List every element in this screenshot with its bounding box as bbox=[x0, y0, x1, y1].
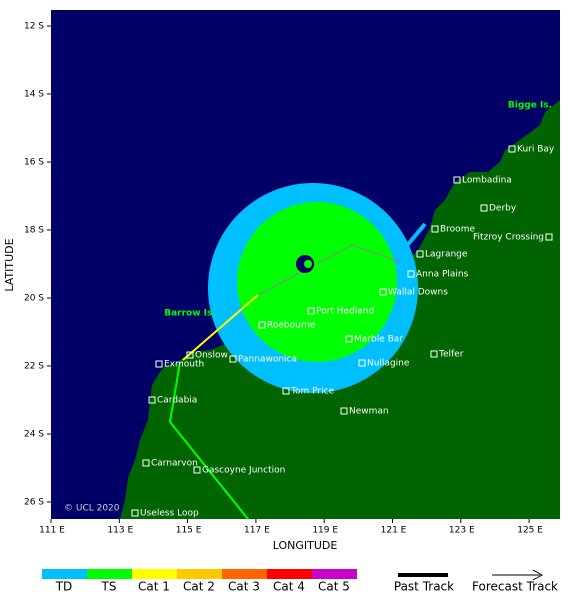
place-marker bbox=[155, 360, 163, 368]
legend-swatch bbox=[177, 569, 222, 579]
place-marker bbox=[379, 288, 387, 296]
place-label: Cardabia bbox=[157, 396, 197, 406]
place-label: Useless Loop bbox=[140, 509, 199, 519]
place-label: Fitzroy Crossing bbox=[473, 233, 544, 243]
y-tick-label: 20 S bbox=[24, 294, 44, 304]
legend-label: TD bbox=[55, 580, 73, 594]
place-label: Pannawonica bbox=[238, 355, 297, 365]
place-marker bbox=[340, 407, 348, 415]
place-label: Gascoyne Junction bbox=[202, 466, 285, 476]
forecast-track-label: Forecast Track bbox=[472, 580, 558, 594]
place-label: Telfer bbox=[438, 350, 464, 360]
x-axis-label: LONGITUDE bbox=[273, 539, 338, 552]
place-label: Lombadina bbox=[462, 176, 512, 186]
place-label: Kuri Bay bbox=[517, 145, 555, 155]
place-label: Lagrange bbox=[425, 250, 468, 260]
place-label: Anna Plains bbox=[416, 270, 469, 280]
x-tick-label: 123 E bbox=[449, 526, 475, 536]
legend-swatch bbox=[312, 569, 357, 579]
island-label: Bigge Is. bbox=[508, 101, 552, 111]
place-label: Derby bbox=[489, 204, 517, 214]
place-label: Port Hedland bbox=[316, 307, 374, 317]
place-label: Carnarvon bbox=[151, 459, 198, 469]
past-track-label: Past Track bbox=[394, 580, 454, 594]
place-marker bbox=[131, 509, 139, 517]
place-marker bbox=[453, 176, 461, 184]
cyclone-eye bbox=[304, 260, 312, 268]
copyright: © UCL 2020 bbox=[64, 504, 120, 514]
place-label: Exmouth bbox=[164, 360, 204, 370]
legend-swatch bbox=[222, 569, 267, 579]
place-label: Broome bbox=[440, 225, 475, 235]
x-tick-label: 115 E bbox=[176, 526, 202, 536]
legend-swatch bbox=[132, 569, 177, 579]
place-label: Tom Price bbox=[290, 387, 335, 397]
y-tick-label: 14 S bbox=[24, 90, 44, 100]
forecast-segment bbox=[403, 222, 427, 250]
legend-swatch bbox=[87, 569, 132, 579]
place-marker bbox=[229, 355, 237, 363]
island-label: Barrow Is. bbox=[164, 309, 216, 319]
place-marker bbox=[407, 270, 415, 278]
place-label: Marble Bar bbox=[354, 335, 403, 345]
place-marker bbox=[307, 307, 315, 315]
place-marker bbox=[142, 459, 150, 467]
place-marker bbox=[430, 350, 438, 358]
x-tick-label: 125 E bbox=[517, 526, 543, 536]
place-marker bbox=[480, 204, 488, 212]
place-marker bbox=[358, 359, 366, 367]
x-tick-label: 111 E bbox=[39, 526, 65, 536]
x-tick-label: 113 E bbox=[107, 526, 133, 536]
y-axis-label: LATITUDE bbox=[3, 238, 16, 291]
forecast-arrow bbox=[532, 569, 544, 581]
place-marker bbox=[148, 396, 156, 404]
place-marker bbox=[258, 321, 266, 329]
place-label: Wallal Downs bbox=[388, 288, 448, 298]
legend-label: Cat 1 bbox=[138, 580, 170, 594]
legend-label: Cat 4 bbox=[273, 580, 305, 594]
place-label: Roebourne bbox=[267, 321, 316, 331]
place-label: Newman bbox=[349, 407, 389, 417]
legend-label: Cat 2 bbox=[183, 580, 215, 594]
track-line bbox=[257, 244, 401, 296]
place-marker bbox=[545, 233, 553, 241]
legend-label: Cat 5 bbox=[318, 580, 350, 594]
past-track-ts bbox=[168, 361, 249, 520]
place-label: Onslow bbox=[195, 351, 228, 361]
y-tick-label: 12 S bbox=[24, 22, 44, 32]
y-tick-label: 16 S bbox=[24, 158, 44, 168]
place-label: Nullagine bbox=[367, 359, 410, 369]
x-tick-label: 117 E bbox=[244, 526, 270, 536]
y-tick-label: 24 S bbox=[24, 430, 44, 440]
place-marker bbox=[416, 250, 424, 258]
place-marker bbox=[345, 335, 353, 343]
y-tick-label: 18 S bbox=[24, 226, 44, 236]
past-track-cat1 bbox=[182, 294, 259, 361]
place-marker bbox=[186, 351, 194, 359]
legend-label: TS bbox=[101, 580, 117, 594]
x-tick-label: 121 E bbox=[381, 526, 407, 536]
storm-radius bbox=[237, 202, 397, 362]
legend-swatch bbox=[42, 569, 87, 579]
legend: TD TS Cat 1 Cat 2 Cat 3 Cat 4 Cat 5 bbox=[42, 569, 357, 594]
x-tick-label: 119 E bbox=[312, 526, 338, 536]
place-marker bbox=[508, 145, 516, 153]
y-tick-label: 26 S bbox=[24, 498, 44, 508]
legend-swatch bbox=[267, 569, 312, 579]
legend-label: Cat 3 bbox=[228, 580, 260, 594]
place-marker bbox=[282, 387, 290, 395]
y-tick-label: 22 S bbox=[24, 362, 44, 372]
place-marker bbox=[193, 466, 201, 474]
labels: 111 E 113 E 115 E 117 E 119 E 121 E 123 E 125 E… bbox=[24, 22, 555, 536]
place-marker bbox=[431, 225, 439, 233]
